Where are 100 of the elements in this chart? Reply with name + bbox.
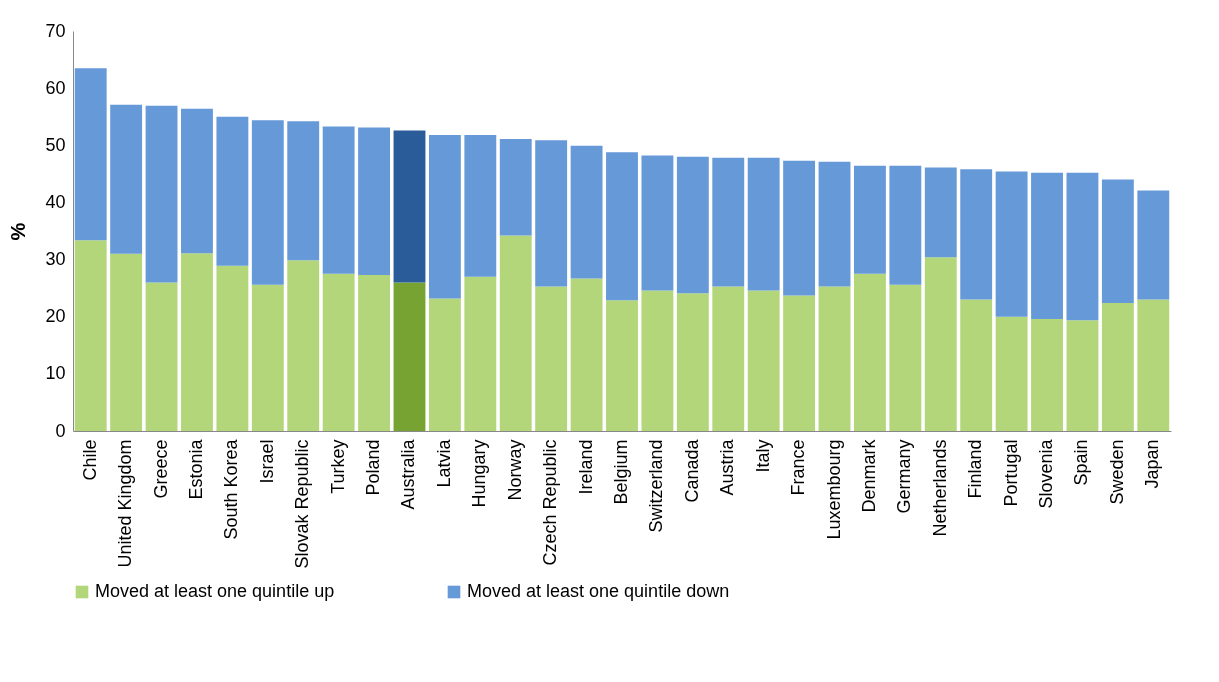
y-tick-label: 70 xyxy=(45,20,66,41)
bar xyxy=(606,300,638,431)
x-tick-label: South Korea xyxy=(221,438,242,540)
bar xyxy=(251,120,284,285)
bar xyxy=(712,157,745,287)
bar xyxy=(924,257,957,431)
y-tick-label: 50 xyxy=(45,134,66,155)
bar xyxy=(1031,319,1063,431)
bar xyxy=(712,286,745,431)
bar xyxy=(1031,172,1063,319)
bar xyxy=(960,299,993,431)
bar xyxy=(570,145,603,279)
bar xyxy=(110,104,143,254)
bar xyxy=(1101,179,1134,303)
bar xyxy=(499,235,532,431)
bar xyxy=(428,135,461,299)
bar xyxy=(535,286,568,431)
bar xyxy=(499,139,532,236)
bar xyxy=(818,161,851,287)
bar xyxy=(358,127,390,275)
bar xyxy=(287,121,320,261)
bar xyxy=(854,165,886,274)
x-tick-label: Hungary xyxy=(469,439,490,508)
x-tick-label: Chile xyxy=(79,439,100,481)
bar xyxy=(74,68,107,241)
x-tick-label: Sweden xyxy=(1106,439,1127,505)
bar xyxy=(747,157,780,291)
bar xyxy=(641,290,674,431)
bar xyxy=(216,116,249,266)
bar xyxy=(1101,303,1134,431)
bar xyxy=(74,240,107,431)
bar xyxy=(393,282,426,431)
x-tick-label: Canada xyxy=(681,438,702,503)
x-tick-label: Norway xyxy=(504,439,525,501)
x-tick-label: Israel xyxy=(256,439,277,484)
bar xyxy=(181,108,213,254)
bar xyxy=(428,298,461,431)
bar xyxy=(358,275,390,431)
bar xyxy=(393,130,426,283)
y-tick-label: 20 xyxy=(45,306,66,327)
bar xyxy=(1137,299,1170,431)
x-tick-label: Germany xyxy=(894,439,915,514)
bar xyxy=(1137,190,1170,300)
bar xyxy=(818,286,851,431)
bar xyxy=(889,165,922,285)
bar xyxy=(641,155,674,291)
bar xyxy=(924,167,957,258)
bar xyxy=(960,169,993,300)
bar xyxy=(464,276,497,431)
bar xyxy=(110,253,143,431)
x-tick-label: Austria xyxy=(717,438,738,496)
x-tick-label: Poland xyxy=(363,439,384,496)
y-tick-label: 60 xyxy=(45,77,66,98)
x-tick-label: Denmark xyxy=(858,438,879,513)
x-tick-label: Portugal xyxy=(1000,439,1021,507)
x-tick-label: Netherlands xyxy=(929,439,950,537)
x-tick-label: Switzerland xyxy=(646,439,667,533)
bar xyxy=(570,278,603,431)
bar xyxy=(676,156,709,294)
y-tick-label: 30 xyxy=(45,249,66,270)
x-tick-label: Belgium xyxy=(611,439,631,505)
x-tick-label: Turkey xyxy=(327,439,348,494)
y-axis-title: % xyxy=(7,222,30,241)
bar xyxy=(783,295,816,431)
bar xyxy=(676,293,709,431)
y-tick-label: 0 xyxy=(55,420,66,441)
x-tick-label: Czech Republic xyxy=(540,439,561,566)
x-tick-label: Spain xyxy=(1071,439,1092,486)
y-tick-label: 10 xyxy=(45,363,66,384)
x-tick-label: Slovenia xyxy=(1036,438,1057,509)
bar xyxy=(287,260,320,431)
y-tick-label: 40 xyxy=(45,191,66,212)
bar xyxy=(251,284,284,431)
bar xyxy=(606,152,638,301)
x-tick-label: Italy xyxy=(752,439,773,473)
x-tick-label: Australia xyxy=(398,438,419,510)
bar xyxy=(995,171,1028,317)
x-tick-label: Slovak Republic xyxy=(292,439,313,569)
bar xyxy=(145,282,178,431)
bar xyxy=(747,290,780,431)
x-tick-label: United Kingdom xyxy=(115,439,136,568)
bar xyxy=(216,265,249,431)
bar xyxy=(1066,320,1099,431)
x-tick-label: Ireland xyxy=(575,439,596,495)
bar xyxy=(322,273,355,431)
bar xyxy=(535,140,568,287)
x-tick-label: Finland xyxy=(965,439,986,499)
x-tick-label: Latvia xyxy=(433,438,454,488)
x-tick-label: France xyxy=(788,439,809,496)
x-tick-label: Japan xyxy=(1142,439,1163,489)
bar xyxy=(1066,172,1099,321)
bar xyxy=(783,160,816,296)
x-tick-label: Greece xyxy=(150,439,171,499)
bar xyxy=(181,253,213,431)
x-tick-label: Estonia xyxy=(185,438,206,500)
legend-label: Moved at least one quintile down xyxy=(467,581,730,601)
bar xyxy=(854,273,886,431)
legend-label: Moved at least one quintile up xyxy=(95,581,335,601)
bar xyxy=(145,105,178,283)
bar xyxy=(995,316,1028,431)
